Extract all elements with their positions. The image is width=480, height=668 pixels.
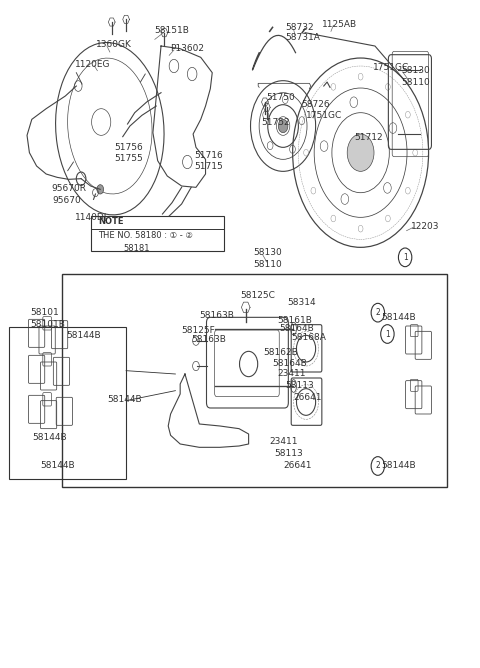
Text: 95670: 95670: [52, 196, 81, 205]
Text: 1751GC: 1751GC: [373, 63, 409, 72]
Text: 23411: 23411: [277, 369, 306, 379]
Text: 58181: 58181: [123, 244, 150, 253]
Text: 58113: 58113: [275, 450, 303, 458]
Text: 51752: 51752: [262, 118, 290, 126]
Text: 1360GK: 1360GK: [96, 39, 132, 49]
Text: 1751GC: 1751GC: [306, 111, 342, 120]
Text: P13602: P13602: [170, 44, 204, 53]
Text: 58732: 58732: [286, 23, 314, 32]
Text: 26641: 26641: [283, 461, 312, 470]
Text: 58110: 58110: [402, 77, 431, 87]
Text: 23411: 23411: [270, 438, 298, 446]
Text: NOTE: NOTE: [98, 217, 123, 226]
Text: 1: 1: [385, 329, 390, 339]
Text: THE NO. 58180 : ① - ②: THE NO. 58180 : ① - ②: [98, 230, 193, 240]
Text: 26641: 26641: [294, 393, 322, 402]
Text: 58731A: 58731A: [286, 33, 320, 42]
Text: 58144B: 58144B: [40, 462, 74, 470]
Text: 51756: 51756: [115, 143, 144, 152]
Text: 58130: 58130: [253, 248, 282, 257]
Text: 1: 1: [403, 253, 408, 262]
Text: 2: 2: [375, 308, 380, 317]
Text: 58163B: 58163B: [199, 311, 234, 320]
Bar: [9, 327, 126, 480]
Text: 58168A: 58168A: [292, 333, 326, 342]
Bar: [62, 274, 447, 488]
Text: 58113: 58113: [286, 381, 314, 391]
Text: 58144B: 58144B: [107, 395, 142, 404]
Text: 1125AB: 1125AB: [323, 19, 358, 29]
Text: 51712: 51712: [354, 133, 383, 142]
Text: 51750: 51750: [266, 93, 295, 102]
Text: 2: 2: [375, 462, 380, 470]
Text: 12203: 12203: [411, 222, 440, 230]
Text: 1120EG: 1120EG: [75, 59, 110, 69]
Text: 58161B: 58161B: [277, 316, 312, 325]
Circle shape: [347, 134, 374, 172]
Text: 58144B: 58144B: [32, 433, 66, 442]
Text: 95670R: 95670R: [51, 184, 86, 193]
Text: 51755: 51755: [115, 154, 144, 163]
Text: 58101: 58101: [30, 308, 59, 317]
Text: 58163B: 58163B: [191, 335, 226, 344]
Circle shape: [278, 120, 288, 133]
Bar: [91, 216, 224, 250]
Text: 1140DJ: 1140DJ: [75, 213, 107, 222]
Text: 51715: 51715: [194, 162, 223, 171]
Text: 58144B: 58144B: [381, 462, 416, 470]
Text: 58130: 58130: [402, 66, 431, 75]
Text: 58125F: 58125F: [181, 326, 216, 335]
Text: 58125C: 58125C: [240, 291, 275, 300]
Text: 58164B: 58164B: [279, 324, 314, 333]
Text: 58144B: 58144B: [67, 331, 101, 340]
Text: 51716: 51716: [194, 151, 223, 160]
Text: 58101B: 58101B: [30, 319, 65, 329]
Text: 58151B: 58151B: [154, 26, 189, 35]
Text: 58164B: 58164B: [273, 359, 307, 369]
Circle shape: [97, 184, 104, 194]
Text: 58144B: 58144B: [381, 313, 416, 322]
Text: 58314: 58314: [287, 297, 315, 307]
Text: 58726: 58726: [301, 100, 330, 108]
Text: 58110: 58110: [253, 259, 282, 269]
Text: 58162B: 58162B: [263, 348, 298, 357]
